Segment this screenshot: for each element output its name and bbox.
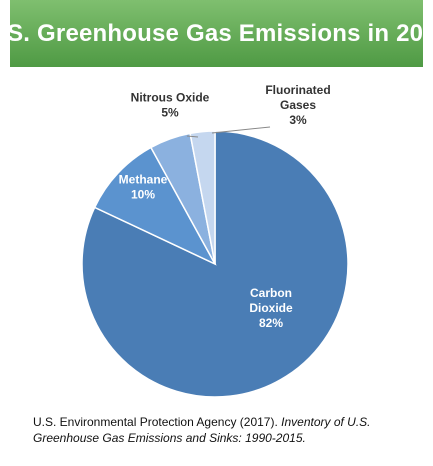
pie-slice-methane bbox=[93, 146, 217, 266]
title-banner: U.S. Greenhouse Gas Emissions in 2015 bbox=[0, 0, 433, 67]
source-prefix: U.S. Environmental Protection Agency (20… bbox=[33, 415, 282, 429]
slice-label-fluorinated-gases: Fluorinated Gases 3% bbox=[265, 83, 330, 127]
source-title: Inventory of U.S. Greenhouse Gas Emissio… bbox=[33, 415, 371, 445]
leader-line-fluorinated-gases bbox=[211, 126, 271, 134]
slice-label-nitrous-oxide: Nitrous Oxide 5% bbox=[131, 91, 210, 120]
leader-line-nitrous-oxide bbox=[186, 135, 199, 138]
slice-label-carbon-dioxide: Carbon Dioxide 82% bbox=[249, 286, 293, 330]
pie-chart: Carbon Dioxide 82% Methane 10% Nitrous Oxide 5… bbox=[0, 67, 433, 407]
pie-chart-svg: Carbon Dioxide 82% Methane 10% Nitrous Oxide 5… bbox=[81, 83, 349, 398]
slice-label-methane: Methane 10% bbox=[119, 173, 168, 202]
source-citation: U.S. Environmental Protection Agency (20… bbox=[33, 414, 423, 446]
chart-title: U.S. Greenhouse Gas Emissions in 2015 bbox=[0, 19, 433, 47]
pie-slice-fluorinated-gases bbox=[189, 130, 216, 265]
